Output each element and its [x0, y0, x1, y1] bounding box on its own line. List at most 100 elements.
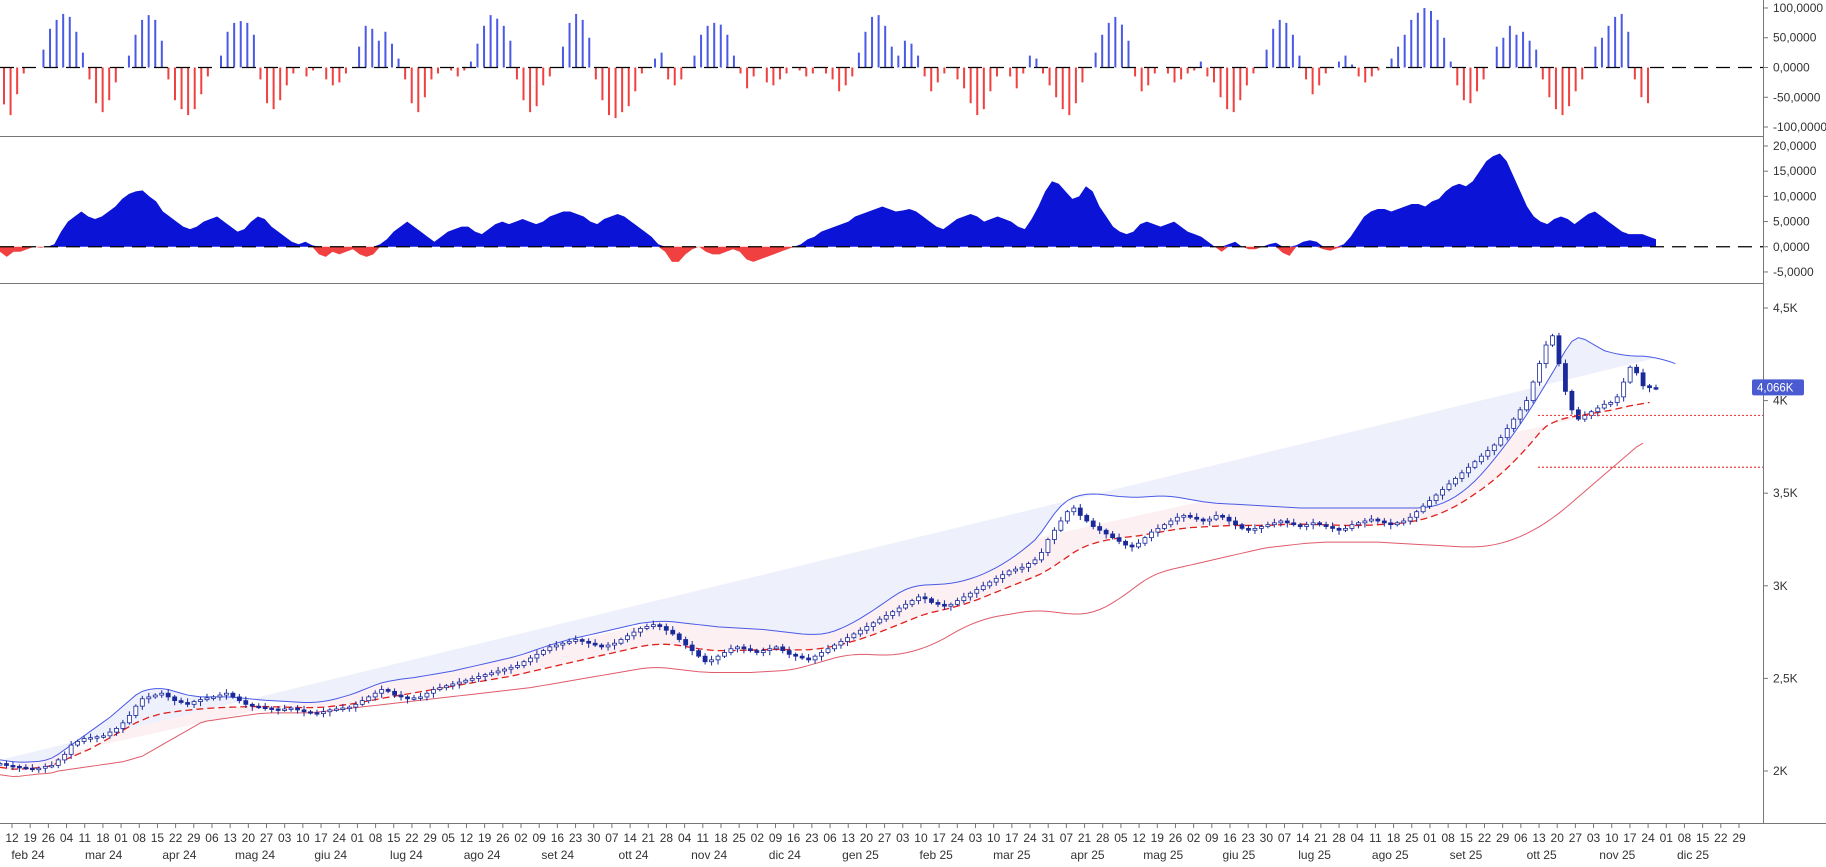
x-month-label: mag 24 — [235, 848, 275, 862]
candle-body — [793, 653, 799, 657]
x-day-label: 22 — [405, 831, 419, 845]
oscillator-bar — [1166, 67, 1169, 74]
candle-body — [728, 648, 734, 653]
x-day-label: 03 — [278, 831, 292, 845]
x-day-label: 09 — [769, 831, 783, 845]
oscillator-bar — [1377, 67, 1380, 71]
y-tick-label: 3,5K — [1773, 486, 1798, 500]
oscillator-bar — [1094, 52, 1097, 68]
candle-body — [929, 598, 934, 603]
candle-body — [670, 629, 676, 635]
oscillator-bar — [1173, 67, 1176, 83]
oscillator-bar — [1397, 46, 1400, 68]
x-month-label: ago 25 — [1372, 848, 1409, 862]
oscillator-bar — [976, 67, 979, 116]
candle-body — [1485, 450, 1491, 457]
oscillator-bar — [167, 67, 170, 80]
oscillator-bar — [1390, 58, 1393, 68]
oscillator-bar — [1614, 16, 1617, 68]
x-day-label: 27 — [1569, 831, 1583, 845]
oscillator-bar — [55, 19, 58, 68]
oscillator-bar — [239, 21, 242, 68]
candle-body — [508, 666, 514, 670]
candle-body — [625, 635, 630, 640]
candle-body — [528, 657, 533, 663]
x-day-label: 10 — [987, 831, 1001, 845]
candle-body — [903, 603, 909, 609]
candle-body — [405, 696, 410, 700]
x-day-label: 20 — [242, 831, 256, 845]
candle-body — [236, 696, 242, 702]
candle-body — [36, 767, 42, 771]
x-day-label: 01 — [1423, 831, 1437, 845]
oscillator-bar — [673, 67, 676, 86]
candle-body — [321, 711, 326, 714]
oscillator-bar — [1153, 67, 1156, 74]
x-month-label: nov 25 — [1599, 848, 1635, 862]
x-day-label: 29 — [423, 831, 437, 845]
x-day-label: 13 — [1532, 831, 1546, 845]
last-price-tag: 4,066K — [1752, 379, 1804, 396]
candle-body — [437, 687, 443, 690]
candle-body — [392, 690, 397, 696]
x-day-label: 16 — [1223, 831, 1237, 845]
candle-body — [1582, 415, 1588, 420]
oscillator-bar — [279, 67, 282, 101]
y-tick-label: 20,0000 — [1773, 139, 1817, 153]
y-tick-label: 50,0000 — [1773, 31, 1817, 45]
candle-body — [1097, 526, 1103, 531]
oscillator-bar — [1535, 49, 1538, 68]
oscillator-bar — [22, 67, 25, 74]
oscillator-bar — [1134, 67, 1137, 77]
candle-body — [314, 712, 320, 715]
candle-body — [1343, 527, 1348, 531]
oscillator-bar — [864, 31, 867, 68]
oscillator-bar — [739, 67, 742, 74]
oscillator-bar — [1462, 67, 1465, 101]
candle-body — [612, 642, 617, 646]
candle-body — [974, 589, 980, 594]
candle-body — [443, 685, 449, 689]
x-day-label: 30 — [587, 831, 601, 845]
oscillator-bar — [851, 67, 854, 77]
candle-body — [224, 692, 229, 696]
x-day-label: 06 — [823, 831, 837, 845]
x-day-label: 16 — [787, 831, 801, 845]
candle-body — [1252, 527, 1258, 531]
candle-body — [159, 692, 165, 696]
candle-body — [1550, 335, 1555, 346]
oscillator-bar — [1574, 67, 1577, 92]
candle-body — [605, 644, 611, 648]
x-month-label: mar 25 — [993, 848, 1031, 862]
oscillator-bar — [1318, 67, 1321, 86]
candle-body — [353, 703, 359, 708]
candle-body — [1291, 522, 1297, 526]
candle-body — [1653, 387, 1659, 390]
candle-body — [1511, 418, 1517, 429]
x-day-label: 08 — [133, 831, 147, 845]
oscillator-bar — [1568, 67, 1571, 107]
candle-body — [1640, 372, 1646, 387]
oscillator-bar — [193, 67, 196, 110]
oscillator-bar — [1495, 46, 1498, 68]
oscillator-bar — [1469, 67, 1472, 104]
x-day-label: 28 — [1096, 831, 1110, 845]
x-month-label: giu 24 — [314, 848, 347, 862]
y-tick-label: 15,0000 — [1773, 164, 1817, 178]
oscillator-bar — [206, 67, 209, 77]
x-day-label: 29 — [1496, 831, 1510, 845]
oscillator-bar — [798, 67, 801, 71]
oscillator-bar — [147, 15, 150, 68]
oscillator-bar — [1502, 37, 1505, 68]
x-day-label: 29 — [1732, 831, 1746, 845]
candle-body — [398, 694, 404, 698]
candle-body — [359, 700, 365, 705]
oscillator-bar — [1436, 19, 1439, 68]
candle-body — [476, 676, 482, 679]
candle-body — [1039, 552, 1044, 561]
oscillator-bar — [982, 67, 985, 110]
candle-body — [1530, 381, 1536, 401]
oscillator-bar — [568, 22, 571, 68]
candle-body — [922, 596, 928, 600]
oscillator-bar — [1252, 67, 1255, 74]
